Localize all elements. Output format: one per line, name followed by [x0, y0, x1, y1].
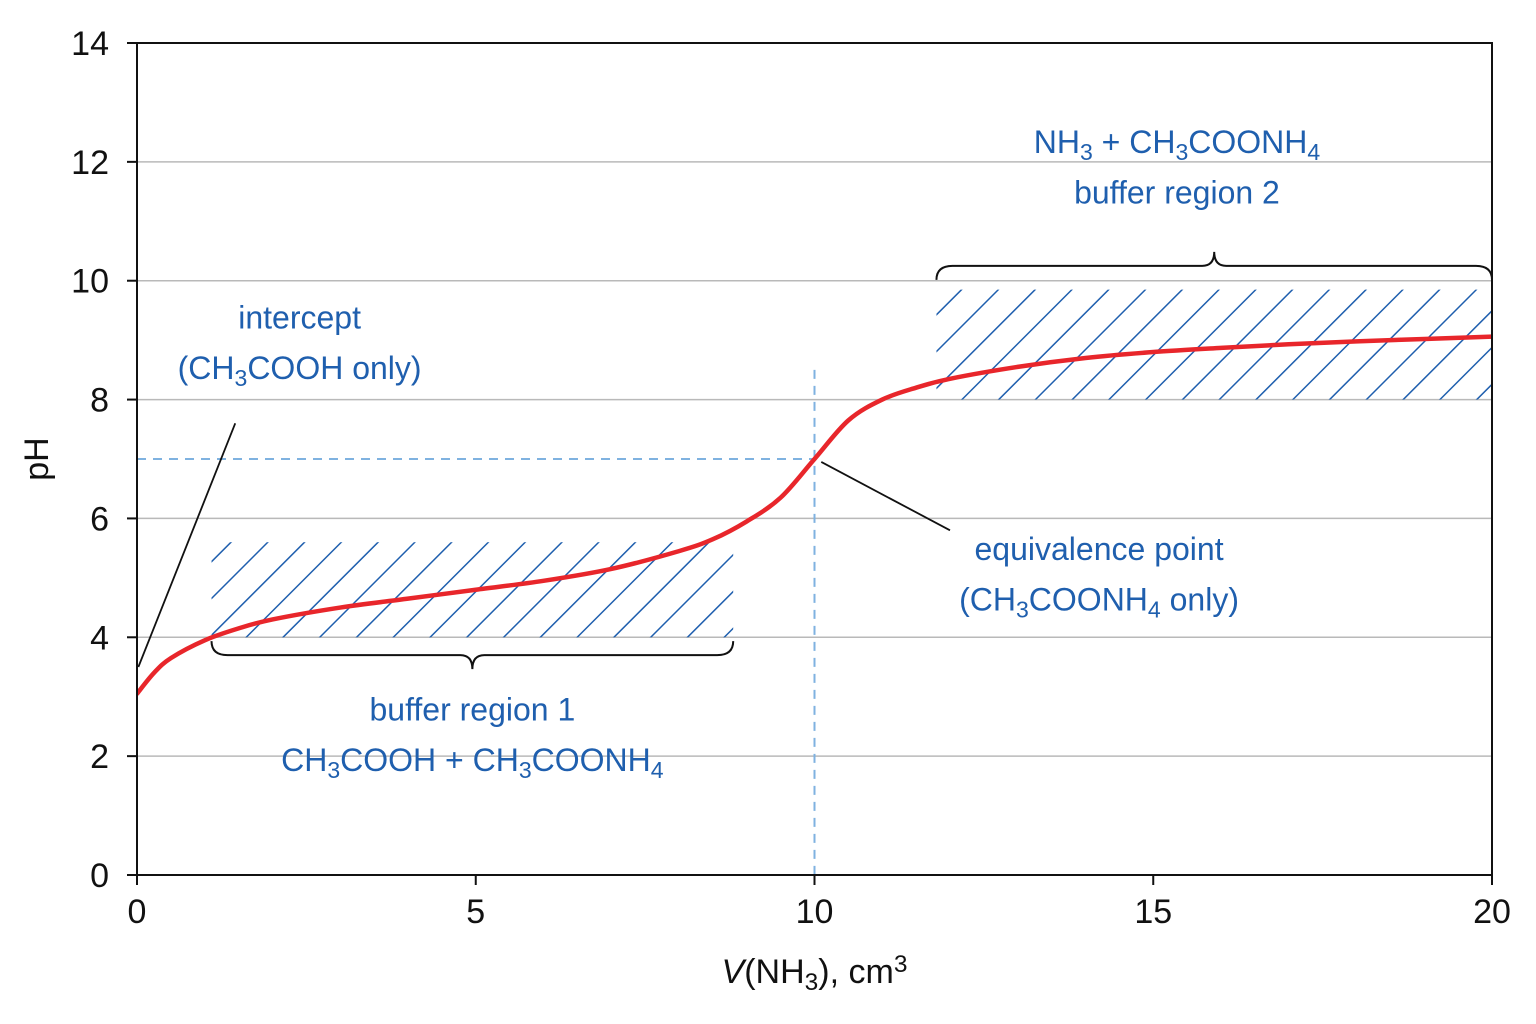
- buffer-region-2-label-line-2: buffer region 2: [1074, 174, 1280, 210]
- x-axis-label: V(NH3), cm3: [722, 951, 908, 996]
- equivalence-label-line-2: (CH3COONH4 only): [959, 582, 1239, 623]
- buffer-region-1-label-line-2: CH3COOH + CH3COONH4: [281, 742, 664, 783]
- x-tick-label-5: 5: [466, 893, 485, 931]
- intercept-label-line-2: (CH3COOH only): [178, 350, 422, 391]
- y-tick-label-6: 6: [90, 500, 109, 538]
- x-tick-label-0: 0: [128, 893, 147, 931]
- buffer-region-1-brace: [210, 641, 735, 670]
- equivalence-label-line-1: equivalence point: [975, 531, 1224, 567]
- y-axis-label: pH: [18, 437, 56, 480]
- buffer-region-1-label-line-1: buffer region 1: [369, 691, 575, 727]
- y-tick-label-8: 8: [90, 382, 109, 420]
- titration-curve: [137, 334, 1492, 696]
- y-tick-label-0: 0: [90, 857, 109, 895]
- equivalence-reference-lines: [137, 369, 816, 875]
- y-tick-label-2: 2: [90, 738, 109, 776]
- equivalence-pointer: [820, 461, 951, 532]
- x-tick-label-20: 20: [1473, 893, 1511, 931]
- y-tick-label-14: 14: [71, 25, 109, 63]
- x-tick-label-10: 10: [796, 893, 834, 931]
- y-tick-label-10: 10: [71, 263, 109, 301]
- axis-labels: V(NH3), cm3 pH: [18, 437, 907, 996]
- buffer-region-2-label-line-1: NH3 + CH3COONH4: [1034, 124, 1321, 165]
- y-tick-label-4: 4: [90, 619, 109, 657]
- buffer-region-2-hatch: [936, 289, 1492, 400]
- y-tick-label-12: 12: [71, 144, 109, 182]
- titration-curve-layer: [137, 334, 1492, 696]
- buffer-region-2-brace: [935, 251, 1493, 280]
- x-tick-label-15: 15: [1134, 893, 1172, 931]
- intercept-label-line-1: intercept: [238, 299, 361, 335]
- intercept-pointer: [137, 423, 237, 668]
- axis-ticks: 0 5 10 15 20 0 2 4 6 8 10 12 14: [71, 25, 1511, 931]
- buffer-regions: [211, 289, 1492, 638]
- annotations: intercept (CH3COOH only) equivalence point…: [137, 124, 1493, 783]
